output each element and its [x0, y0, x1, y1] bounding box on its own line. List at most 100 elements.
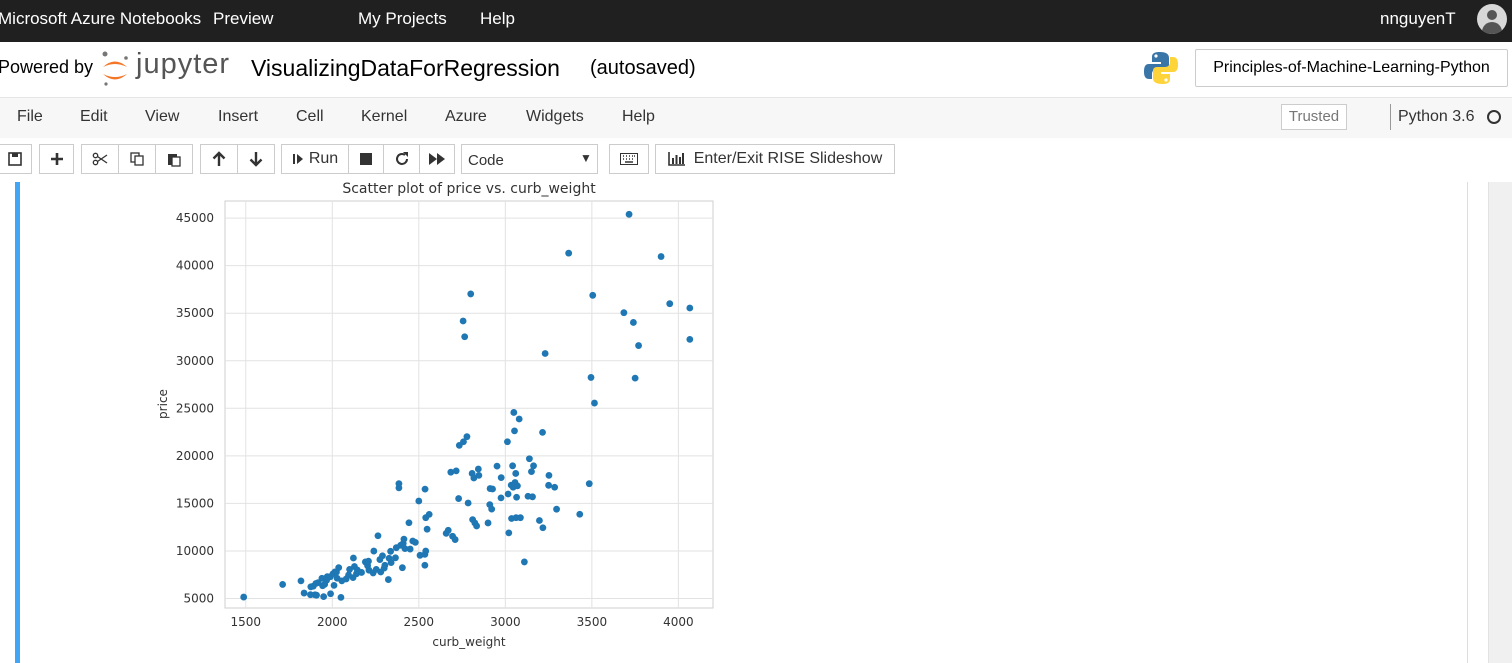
data-point: [425, 510, 433, 518]
data-point: [530, 462, 537, 470]
trusted-indicator[interactable]: Trusted: [1281, 104, 1347, 130]
cell-type-select[interactable]: Code ▼: [461, 144, 598, 174]
menu-azure[interactable]: Azure: [445, 108, 487, 125]
data-point: [539, 524, 547, 532]
y-tick-label: 15000: [176, 496, 214, 510]
data-point: [545, 481, 553, 489]
save-button[interactable]: [0, 144, 32, 174]
data-point: [455, 495, 463, 502]
copy-button[interactable]: [118, 144, 156, 174]
data-points: [240, 210, 694, 601]
data-point: [686, 335, 694, 343]
y-tick-label: 35000: [176, 306, 214, 320]
move-up-button[interactable]: [200, 144, 238, 174]
data-point: [365, 557, 372, 565]
kernel-name: Python 3.6: [1398, 108, 1475, 125]
data-point: [565, 249, 573, 257]
y-tick-label: 20000: [176, 449, 214, 463]
data-point: [504, 490, 512, 498]
menu-view[interactable]: View: [145, 108, 180, 125]
move-down-button[interactable]: [237, 144, 275, 174]
x-axis-label: curb_weight: [432, 635, 506, 649]
data-point: [497, 474, 505, 482]
menu-cell[interactable]: Cell: [296, 108, 324, 125]
bar-chart-icon: [667, 152, 685, 166]
tick-labels: 1500 2000 2500 3000 3500 4000 5000 10000 15000 20…: [176, 211, 694, 629]
data-point: [335, 564, 343, 571]
cut-button[interactable]: [81, 144, 119, 174]
data-point: [504, 438, 511, 446]
data-point: [620, 309, 628, 317]
menu-kernel[interactable]: Kernel: [361, 108, 408, 125]
restart-run-all-button[interactable]: [419, 144, 455, 174]
data-point: [381, 561, 389, 569]
stop-icon: [360, 153, 372, 165]
command-palette-button[interactable]: [609, 144, 649, 174]
arrow-down-icon: [249, 152, 263, 167]
data-point: [514, 482, 521, 490]
help-link[interactable]: Help: [480, 9, 515, 28]
data-point: [461, 333, 469, 341]
data-point: [657, 253, 665, 260]
notebook-title[interactable]: VisualizingDataForRegression: [251, 55, 560, 81]
keyboard-icon: [620, 153, 638, 165]
plot-area: [224, 200, 714, 609]
data-point: [406, 545, 414, 553]
project-button[interactable]: Principles-of-Machine-Learning-Python: [1195, 49, 1508, 87]
data-point: [493, 462, 501, 470]
y-tick-label: 30000: [176, 354, 214, 368]
jupyter-logo-icon: [102, 51, 128, 86]
data-point: [489, 485, 496, 493]
data-point: [589, 291, 597, 299]
notebook-header: Powered by jupyter VisualizingDataForReg…: [0, 42, 1512, 98]
data-point: [516, 514, 524, 522]
data-point: [387, 547, 395, 555]
data-point: [484, 519, 492, 527]
paste-button[interactable]: [155, 144, 193, 174]
menu-edit[interactable]: Edit: [80, 108, 108, 125]
data-point: [545, 471, 553, 479]
data-point: [240, 593, 248, 601]
menu-file[interactable]: File: [17, 108, 43, 125]
run-label: Run: [308, 150, 339, 167]
data-point: [411, 539, 419, 546]
data-point: [320, 593, 328, 601]
chart-title: Scatter plot of price vs. curb_weight: [342, 182, 596, 197]
data-point: [337, 593, 345, 601]
menu-bar: File Edit View Insert Cell Kernel Azure …: [0, 98, 1512, 139]
preview-label[interactable]: Preview: [213, 9, 274, 28]
data-point: [551, 483, 559, 491]
data-point: [513, 493, 520, 501]
data-point: [313, 591, 320, 599]
insert-cell-button[interactable]: [39, 144, 74, 174]
menu-widgets[interactable]: Widgets: [526, 108, 584, 125]
username[interactable]: nnguyenT: [1380, 9, 1456, 28]
data-point: [379, 552, 386, 560]
data-point: [629, 319, 637, 326]
run-button[interactable]: Run: [281, 144, 349, 174]
data-point: [528, 468, 535, 475]
copy-icon: [130, 152, 144, 166]
brand-link[interactable]: Microsoft Azure Notebooks: [0, 9, 202, 28]
data-point: [536, 517, 543, 524]
avatar-icon[interactable]: [1477, 4, 1507, 34]
data-point: [520, 558, 528, 566]
arrow-up-icon: [212, 151, 226, 166]
data-point: [635, 342, 642, 349]
scrollbar[interactable]: [1488, 182, 1512, 663]
restart-kernel-button[interactable]: [383, 144, 420, 174]
data-point: [447, 468, 455, 476]
y-tick-label: 25000: [176, 401, 214, 415]
scissors-icon: [92, 152, 108, 166]
kernel-idle-icon: [1487, 110, 1501, 124]
data-point: [488, 505, 496, 513]
my-projects-link[interactable]: My Projects: [358, 9, 447, 28]
data-point: [395, 480, 403, 488]
interrupt-button[interactable]: [348, 144, 384, 174]
x-tick-label: 3500: [577, 615, 608, 629]
menu-help[interactable]: Help: [622, 108, 655, 125]
data-point: [587, 374, 595, 381]
menu-insert[interactable]: Insert: [218, 108, 259, 125]
rise-slideshow-button[interactable]: Enter/Exit RISE Slideshow: [655, 144, 895, 174]
data-point: [666, 300, 674, 308]
